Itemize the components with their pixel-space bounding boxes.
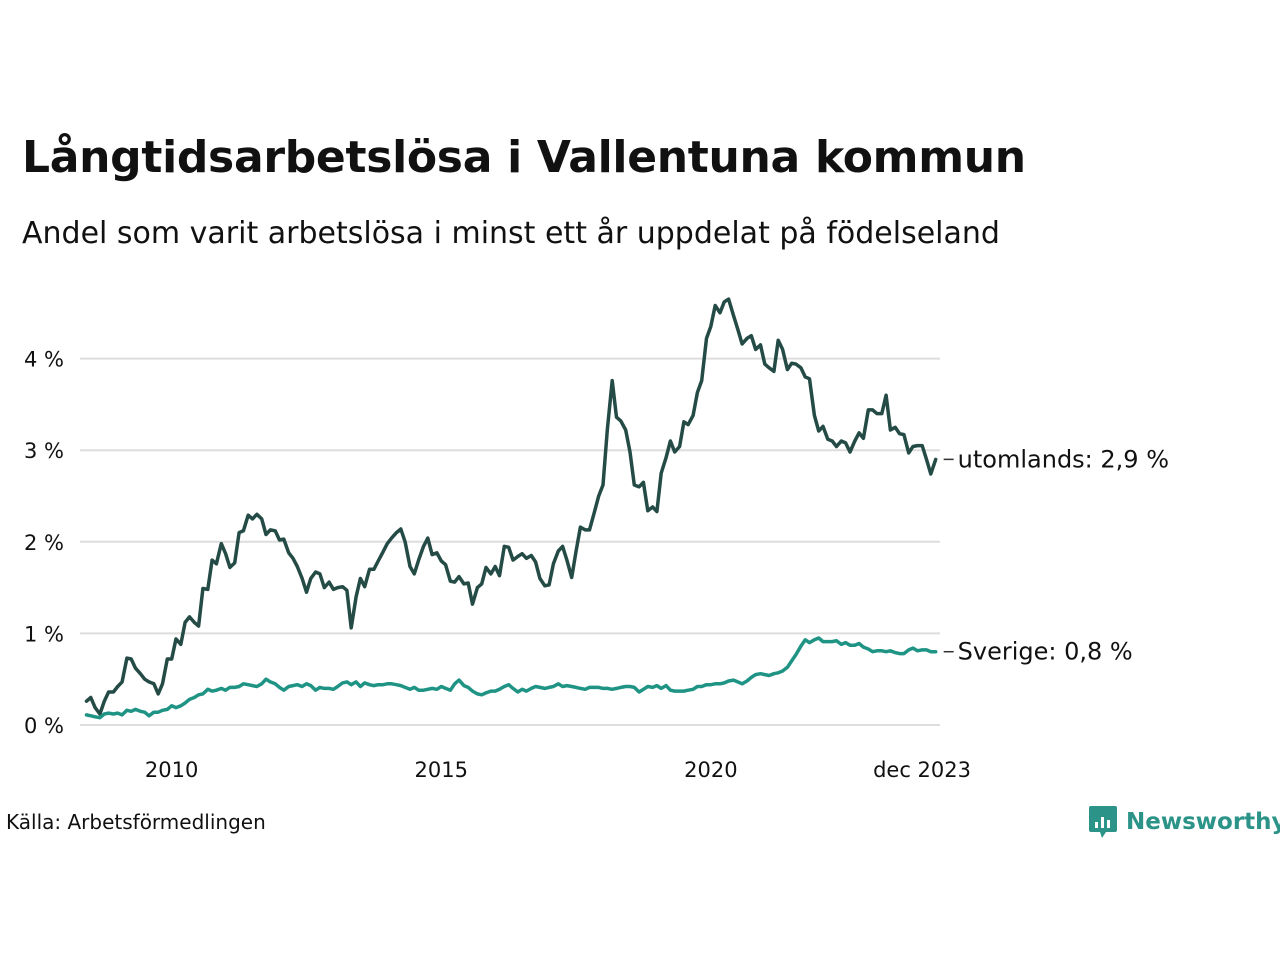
y-tick-label: 2 % (24, 531, 64, 555)
series-line-sverige (84, 636, 938, 720)
chart-title: Långtidsarbetslösa i Vallentuna kommun (22, 132, 1026, 183)
newsworthy-logo-icon (1089, 806, 1117, 838)
x-tick-label: 2010 (145, 758, 198, 782)
grid-layer (80, 357, 940, 726)
source-note: Källa: Arbetsförmedlingen (6, 810, 266, 834)
brand-name: Newsworthy (1126, 809, 1280, 835)
x-axis-ticks: 2010 2015 2020 dec 2023 (145, 758, 971, 782)
x-tick-label: 2020 (684, 758, 737, 782)
y-tick-label: 4 % (24, 348, 64, 372)
series-labels: utomlands: 2,9 % Sverige: 0,8 % (943, 445, 1169, 666)
series-layer (84, 297, 938, 720)
y-tick-label: 0 % (24, 714, 64, 738)
y-tick-label: 3 % (24, 439, 64, 463)
chart-subtitle: Andel som varit arbetslösa i minst ett å… (22, 216, 1000, 251)
y-tick-label: 1 % (24, 622, 64, 646)
brand-logo: Newsworthy (1088, 804, 1280, 840)
series-line-utomlands (84, 297, 938, 716)
series-label-sverige: Sverige: 0,8 % (958, 638, 1133, 666)
x-tick-label: 2015 (415, 758, 468, 782)
y-axis-ticks: 0 % 1 % 2 % 3 % 4 % (24, 348, 64, 738)
x-tick-label: dec 2023 (873, 758, 971, 782)
series-label-utomlands: utomlands: 2,9 % (958, 445, 1169, 473)
